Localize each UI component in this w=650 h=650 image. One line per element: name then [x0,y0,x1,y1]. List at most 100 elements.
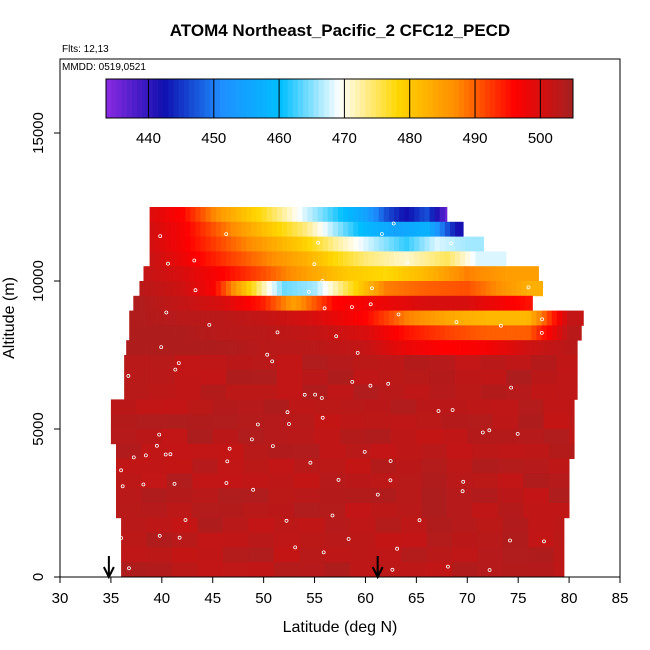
heatmap-cell [175,384,201,400]
heatmap-cell [215,251,222,267]
heatmap-cell [452,517,478,533]
heatmap-cell [245,266,251,282]
heatmap-cell [273,340,280,356]
heatmap-cell [271,325,278,341]
heatmap-cell [404,310,410,326]
heatmap-cell [567,325,573,341]
heatmap-cell [362,295,368,311]
heatmap-cell [470,236,476,252]
heatmap-cell [495,325,502,341]
heatmap-cell [490,251,497,267]
heatmap-cell [523,443,550,459]
heatmap-cell [270,266,277,282]
colorbar-swatch [251,79,257,118]
heatmap-cell [393,325,400,341]
sample-point [143,453,148,458]
heatmap-cell [515,295,521,311]
heatmap-cell [166,458,193,474]
heatmap-cell [387,266,394,282]
heatmap-cell [370,473,397,489]
heatmap-cell [265,266,272,282]
heatmap-cell [190,207,196,223]
sample-point [349,305,354,310]
heatmap-cell [287,251,293,267]
heatmap-cell [485,251,492,267]
heatmap-cell [172,532,198,548]
colorbar-swatch [303,79,309,118]
heatmap-cell [209,266,216,282]
heatmap-cell [365,429,392,445]
heatmap-cell [243,488,270,504]
heatmap-cell [321,266,328,282]
heatmap-cell [222,340,229,356]
heatmap-cell [343,251,349,267]
heatmap-cell [436,340,443,356]
heatmap-cell [428,295,435,311]
sample-point [193,288,198,293]
colorbar-swatch [209,79,216,118]
heatmap-cell [455,251,461,267]
heatmap-cell [467,340,473,356]
heatmap-cell [289,399,315,415]
heatmap-cell [326,266,333,282]
heatmap-cell [322,251,329,267]
heatmap-cell [154,251,161,267]
sample-point [285,410,290,415]
heatmap-cell [444,236,451,252]
colorbar-swatch [500,79,507,118]
heatmap-cell [375,340,382,356]
heatmap-cell [292,221,298,237]
colorbar-swatch [266,79,273,118]
heatmap-cell [480,251,486,267]
sample-point [270,359,275,364]
heatmap-cell [141,488,168,504]
heatmap-cell [383,281,390,297]
heatmap-cell [169,325,176,341]
heatmap-cell [169,251,176,267]
colorbar-swatch [541,79,548,118]
heatmap-cell [423,295,429,311]
heatmap-cell [459,295,465,311]
heatmap-cell [454,295,460,311]
sample-point [487,428,492,433]
heatmap-cell [302,236,308,252]
heatmap-cell [434,221,441,237]
heatmap-cell [192,458,219,474]
heatmap-cell [399,236,405,252]
heatmap-cell [307,325,313,341]
heatmap-cell [153,295,160,311]
heatmap-cell [492,399,519,415]
heatmap-cell [266,251,273,267]
heatmap-cell [577,325,582,341]
x-axis-label: Latitude (deg N) [283,619,398,636]
heatmap-cell [378,251,385,267]
heatmap-cell [485,281,492,297]
heatmap-cell [271,207,278,223]
heatmap-cell [383,310,390,326]
heatmap-cell [314,414,341,430]
x-tick-label: 30 [52,590,69,607]
colorbar-swatch [214,79,221,118]
heatmap-cell [434,251,441,267]
heatmap-cell [261,221,268,237]
heatmap-cell [154,281,161,297]
heatmap-cell [337,221,344,237]
heatmap-cell [205,251,212,267]
heatmap-cell [438,266,445,282]
heatmap-cell [299,517,326,533]
heatmap-cell [332,207,339,223]
colorbar-swatch [163,79,169,118]
heatmap-cell [467,414,494,430]
sample-point [316,240,321,245]
heatmap-cell [294,340,300,356]
sample-point [173,367,178,372]
heatmap-cell [289,414,315,430]
heatmap-cell [409,251,415,267]
heatmap-cell [138,295,144,311]
heatmap-cell [146,547,173,563]
heatmap-cell [505,355,532,371]
heatmap-cell [465,236,471,252]
sample-point [450,408,455,412]
colorbar-swatch [375,79,382,118]
heatmap-cell [551,325,558,341]
